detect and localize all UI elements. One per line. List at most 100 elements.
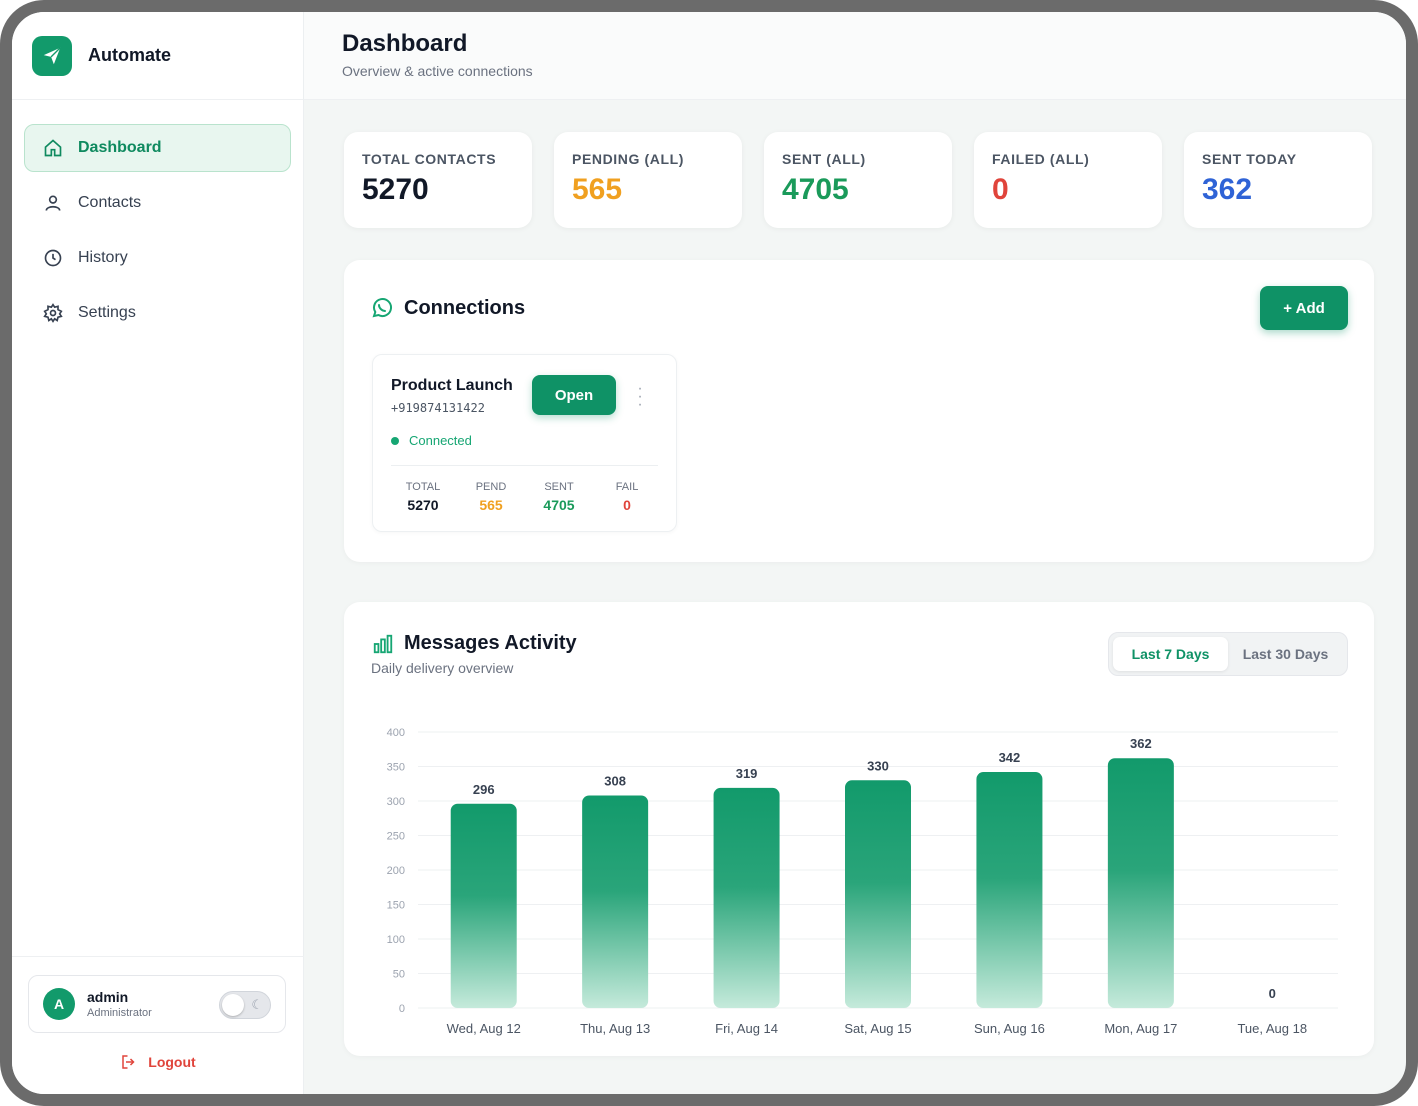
sidebar-item-contacts[interactable]: Contacts: [24, 179, 291, 227]
more-options-icon[interactable]: · · ·: [637, 380, 643, 413]
messages-bar-chart: 0 50 100 150 200 250 300 350 400 296 Wed, Aug 12 3…: [387, 727, 1338, 1036]
y-tick-label: 400: [387, 727, 405, 739]
add-connection-button[interactable]: + Add: [1260, 286, 1348, 330]
metric-fail: FAIL 0: [597, 481, 657, 513]
activity-title-text: Messages Activity: [404, 632, 577, 654]
stat-label: FAILED (ALL): [992, 151, 1090, 167]
connection-name: Product Launch: [391, 377, 513, 394]
sidebar-item-label: Settings: [78, 304, 136, 321]
y-tick-label: 0: [399, 1003, 405, 1015]
stat-value: 4705: [782, 173, 849, 206]
logout-icon: [120, 1053, 138, 1071]
connection-status: Connected: [391, 433, 472, 448]
brand-name: Automate: [88, 45, 172, 65]
y-tick-label: 100: [387, 934, 405, 946]
data-label: 0: [1269, 986, 1276, 1001]
stat-card-pending: PENDING (ALL) 565: [554, 132, 742, 228]
sidebar-item-settings[interactable]: Settings: [24, 289, 291, 337]
moon-icon: ☾: [251, 997, 263, 1012]
activity-card: Messages Activity Daily delivery overvie…: [344, 602, 1374, 1056]
bar[interactable]: [582, 795, 649, 1008]
y-tick-label: 350: [387, 762, 405, 774]
stat-label: SENT (ALL): [782, 151, 866, 167]
stat-card-sent-today: SENT TODAY 362: [1184, 132, 1372, 228]
status-dot: [391, 436, 399, 445]
y-tick-label: 50: [393, 969, 405, 981]
y-tick-label: 250: [387, 831, 405, 843]
stat-card-total-contacts: TOTAL CONTACTS 5270: [344, 132, 532, 228]
sidebar-item-dashboard[interactable]: Dashboard: [24, 124, 291, 172]
logout-button[interactable]: Logout: [12, 1053, 304, 1071]
bar-chart-icon: [372, 633, 394, 655]
data-label: 362: [1130, 736, 1152, 751]
whatsapp-icon: [370, 296, 394, 320]
metric-label: SENT: [544, 481, 574, 493]
connections-title-text: Connections: [404, 296, 526, 319]
bar[interactable]: [976, 772, 1043, 1008]
metric-pending: PEND 565: [461, 481, 521, 513]
bar[interactable]: [845, 780, 911, 1008]
user-icon: [42, 192, 64, 214]
toggle-knob: [222, 994, 244, 1016]
stat-value: 565: [572, 173, 623, 206]
data-label: 330: [867, 758, 889, 773]
bar[interactable]: [713, 787, 780, 1008]
connections-title: Connections: [370, 296, 525, 320]
user-card: A admin Administrator ☾: [28, 975, 286, 1033]
connection-card: Product Launch +919874131422 Open · · · Co…: [372, 354, 677, 532]
metric-value: 4705: [543, 497, 575, 513]
user-name: admin: [87, 989, 129, 1005]
y-tick-label: 200: [387, 865, 405, 877]
user-role: Administrator: [87, 1007, 152, 1019]
data-label: 319: [736, 766, 758, 781]
avatar: A: [43, 988, 75, 1020]
x-tick-label: Sat, Aug 15: [844, 1021, 911, 1036]
sidebar-item-history[interactable]: History: [24, 234, 291, 282]
open-connection-button[interactable]: Open: [532, 375, 616, 415]
stat-value: 0: [992, 173, 1009, 206]
stat-card-failed: FAILED (ALL) 0: [974, 132, 1162, 228]
connection-phone: +919874131422: [391, 401, 485, 415]
metric-label: TOTAL: [405, 481, 441, 493]
metric-total: TOTAL 5270: [393, 481, 453, 513]
page-subtitle: Overview & active connections: [342, 63, 533, 79]
stat-label: SENT TODAY: [1202, 151, 1297, 167]
x-tick-label: Thu, Aug 13: [580, 1021, 650, 1036]
x-tick-label: Mon, Aug 17: [1104, 1021, 1177, 1036]
activity-title: Messages Activity: [372, 632, 577, 655]
bar[interactable]: [450, 803, 517, 1008]
page-title: Dashboard: [342, 30, 468, 57]
sidebar: Automate Dashboard Contacts History: [12, 12, 304, 1094]
logout-label: Logout: [148, 1054, 196, 1070]
stat-value: 362: [1202, 173, 1253, 206]
x-tick-label: Fri, Aug 14: [715, 1021, 778, 1036]
metric-value: 5270: [407, 497, 439, 513]
status-text: Connected: [409, 433, 472, 448]
y-tick-label: 150: [387, 900, 405, 912]
metric-label: PEND: [475, 481, 507, 493]
x-tick-label: Tue, Aug 18: [1237, 1021, 1307, 1036]
stat-card-sent: SENT (ALL) 4705: [764, 132, 952, 228]
home-icon: [42, 137, 64, 159]
range-last-7-days[interactable]: Last 7 Days: [1113, 637, 1228, 671]
metric-sent: SENT 4705: [529, 481, 589, 513]
theme-toggle[interactable]: ☾: [219, 991, 271, 1019]
data-label: 296: [473, 782, 495, 797]
paper-plane-icon: [32, 35, 72, 76]
metric-value: 565: [479, 497, 503, 513]
clock-icon: [42, 247, 64, 269]
sidebar-footer: A admin Administrator ☾ Logout: [12, 956, 304, 1094]
gear-icon: [42, 302, 64, 324]
bar[interactable]: [1107, 758, 1174, 1008]
range-last-30-days[interactable]: Last 30 Days: [1242, 646, 1329, 662]
page-header: Dashboard Overview & active connections: [304, 12, 1406, 100]
stat-value: 5270: [362, 173, 429, 206]
sidebar-item-label: Contacts: [78, 194, 142, 211]
y-tick-label: 300: [387, 796, 405, 808]
brand[interactable]: Automate: [12, 12, 303, 100]
data-label: 342: [999, 750, 1021, 765]
sidebar-nav: Dashboard Contacts History Settings: [12, 100, 303, 337]
range-selector: Last 7 Days Last 30 Days: [1108, 632, 1348, 676]
data-label: 308: [604, 773, 626, 788]
